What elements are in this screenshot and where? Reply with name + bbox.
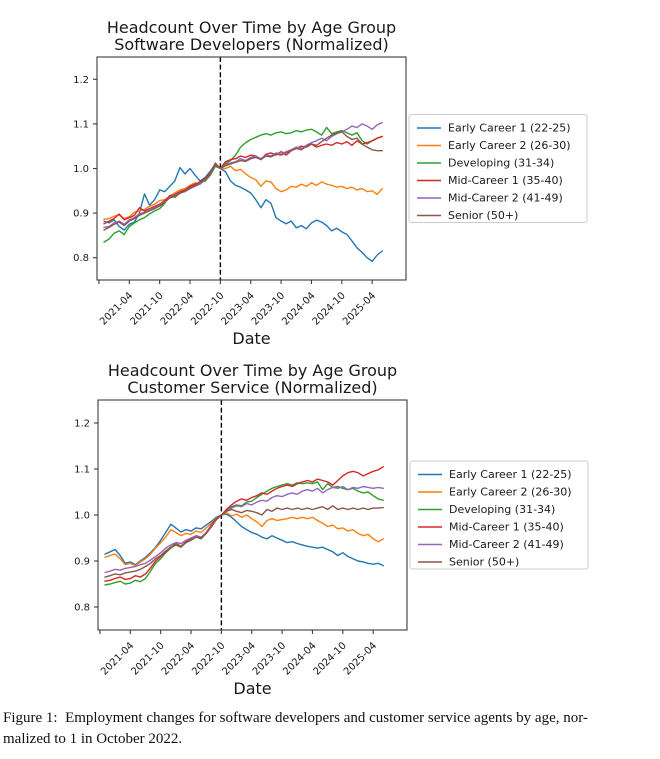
chart-title-line-1: Headcount Over Time by Age Group [108,361,397,380]
series-line [103,163,383,262]
series-line [104,511,384,567]
chart-title-line-2: Software Developers (Normalized) [114,35,389,54]
series-line [104,513,384,567]
legend: Early Career 1 (22-25) Early Career 2 (26… [409,460,589,570]
y-tick-label: 0.9 [73,209,89,220]
legend-label: Senior (50+) [449,556,519,569]
y-tick-label: 1.0 [74,511,90,522]
series-line [103,131,383,231]
series-line [103,164,383,221]
axes-frame [97,399,408,631]
x-axis-label: Date [233,679,271,698]
y-tick-label: 0.8 [74,603,90,614]
y-tick-label: 0.9 [74,557,90,568]
series-line [103,121,383,229]
series-line [104,465,384,582]
x-tick-label: 2025-04 [342,640,379,677]
series-line [104,485,384,574]
y-tick-label: 1.2 [74,419,90,430]
legend-box [408,114,588,223]
x-axis-label: Date [232,329,270,348]
legend-label: Early Career 1 (22-25) [448,122,571,135]
y-tick-label: 1.1 [73,119,89,130]
chart-title-line-1: Headcount Over Time by Age Group [107,18,396,37]
series-line [103,135,383,225]
caption-line-1: Figure 1: Employment changes for softwar… [3,710,588,726]
legend-label: Early Career 2 (26-30) [449,486,572,499]
legend-label: Mid-Career 1 (35-40) [449,521,564,534]
legend-box [409,460,589,570]
x-tick-label: 2025-04 [341,290,378,327]
y-tick-label: 1.1 [74,465,90,476]
y-tick-label: 1.2 [73,75,89,86]
legend: Early Career 1 (22-25) Early Career 2 (26… [408,114,588,223]
legend-label: Early Career 2 (26-30) [448,139,571,152]
customer-service-chart: Headcount Over Time by Age GroupCustomer… [74,361,589,698]
software-developers-chart: Headcount Over Time by Age GroupSoftware… [73,18,588,348]
legend-label: Mid-Career 1 (35-40) [448,174,563,187]
caption-line-2: malized to 1 in October 2022. [3,730,183,747]
series-line [103,126,383,243]
legend-label: Developing (31-34) [448,157,554,170]
series-line [104,481,384,586]
y-tick-label: 1.0 [73,164,89,175]
legend-label: Early Career 1 (22-25) [449,468,572,481]
legend-label: Developing (31-34) [449,503,555,516]
legend-label: Senior (50+) [448,209,518,222]
series-line [104,505,384,578]
axes-frame [96,56,407,281]
figure-caption: Figure 1: Employment changes for softwar… [3,708,657,749]
y-tick-label: 0.8 [73,253,89,264]
chart-title-line-2: Customer Service (Normalized) [127,378,377,397]
legend-label: Mid-Career 2 (41-49) [449,538,564,551]
legend-label: Mid-Career 2 (41-49) [448,192,563,205]
